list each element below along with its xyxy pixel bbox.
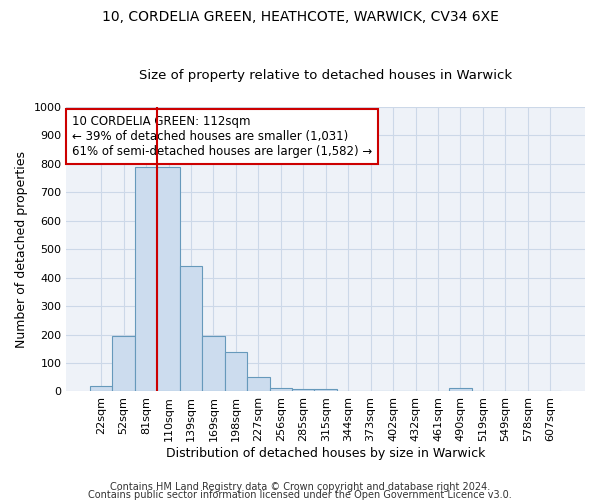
Bar bbox=[292, 388, 314, 392]
Bar bbox=[314, 388, 337, 392]
Bar bbox=[269, 388, 292, 392]
Bar bbox=[180, 266, 202, 392]
Text: 10 CORDELIA GREEN: 112sqm
← 39% of detached houses are smaller (1,031)
61% of se: 10 CORDELIA GREEN: 112sqm ← 39% of detac… bbox=[71, 116, 372, 158]
X-axis label: Distribution of detached houses by size in Warwick: Distribution of detached houses by size … bbox=[166, 447, 485, 460]
Bar bbox=[90, 386, 112, 392]
Bar bbox=[247, 377, 269, 392]
Text: 10, CORDELIA GREEN, HEATHCOTE, WARWICK, CV34 6XE: 10, CORDELIA GREEN, HEATHCOTE, WARWICK, … bbox=[101, 10, 499, 24]
Bar bbox=[202, 336, 224, 392]
Text: Contains HM Land Registry data © Crown copyright and database right 2024.: Contains HM Land Registry data © Crown c… bbox=[110, 482, 490, 492]
Bar bbox=[224, 352, 247, 392]
Title: Size of property relative to detached houses in Warwick: Size of property relative to detached ho… bbox=[139, 69, 512, 82]
Y-axis label: Number of detached properties: Number of detached properties bbox=[15, 150, 28, 348]
Bar bbox=[449, 388, 472, 392]
Bar bbox=[112, 336, 135, 392]
Bar bbox=[157, 166, 180, 392]
Bar bbox=[135, 166, 157, 392]
Text: Contains public sector information licensed under the Open Government Licence v3: Contains public sector information licen… bbox=[88, 490, 512, 500]
